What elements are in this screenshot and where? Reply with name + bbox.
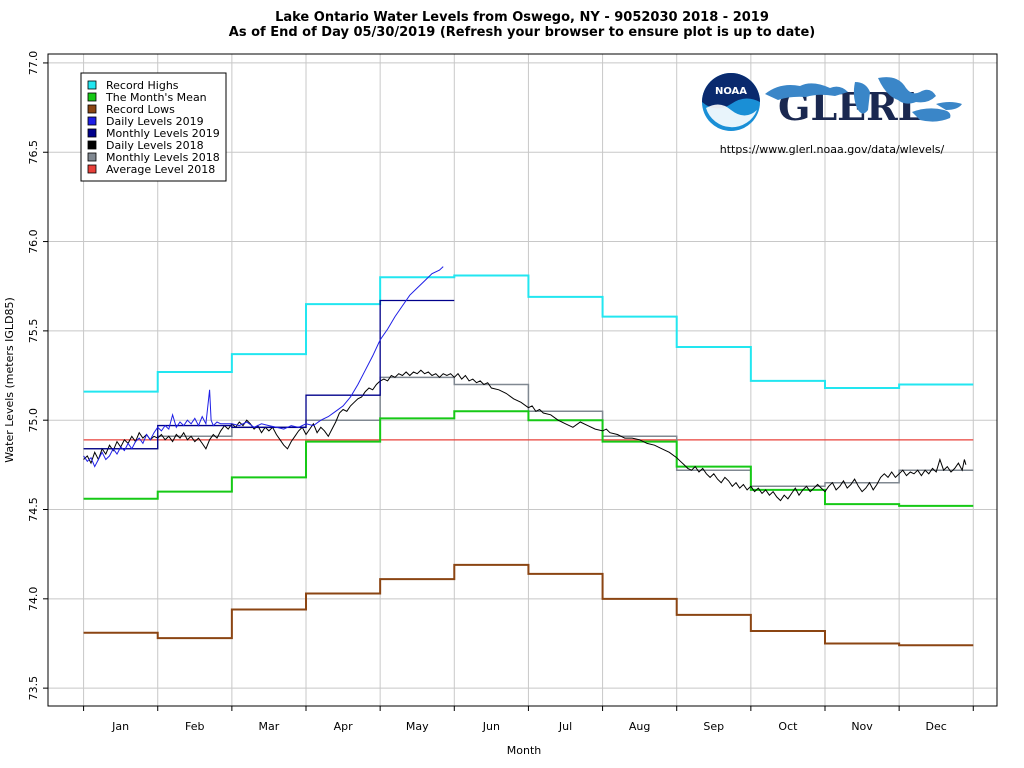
legend-box [80, 72, 227, 182]
legend-swatch-6 [87, 152, 97, 162]
legend-swatch-7 [87, 164, 97, 174]
legend-swatch-5 [87, 140, 97, 150]
y-tick-label-3: 75.0 [27, 408, 40, 433]
y-axis-label: Water Levels (meters IGLD85) [3, 297, 16, 463]
legend-label-2: Record Lows [106, 103, 175, 116]
x-tick-label-dec: Dec [926, 720, 947, 733]
legend-swatch-1 [87, 92, 97, 102]
x-tick-label-jul: Jul [558, 720, 572, 733]
x-tick-label-may: May [406, 720, 429, 733]
series-daily-levels-2019 [83, 266, 444, 468]
series-record-highs [83, 274, 974, 393]
legend-label-7: Average Level 2018 [106, 163, 215, 176]
series-monthly-levels-2019 [83, 299, 455, 450]
legend-swatch-2 [87, 104, 97, 114]
y-tick-label-4: 75.5 [27, 319, 40, 344]
y-tick-label-0: 73.5 [27, 676, 40, 701]
plot-frame [47, 53, 998, 707]
x-tick-label-oct: Oct [778, 720, 798, 733]
legend-swatch-3 [87, 116, 97, 126]
series-daily-levels-2018 [83, 369, 967, 502]
x-axis-label: Month [507, 744, 542, 757]
axis-ticks: 73.5 74.0 74.5 75.0 75.5 76.0 76.5 77.0 Jan Feb Ma… [27, 51, 974, 733]
x-tick-label-mar: Mar [259, 720, 280, 733]
x-tick-label-apr: Apr [334, 720, 354, 733]
source-url: https://www.glerl.noaa.gov/data/wlevels/ [720, 143, 945, 156]
legend-label-5: Daily Levels 2018 [106, 139, 204, 152]
legend-label-0: Record Highs [106, 79, 179, 92]
data-series [83, 266, 974, 647]
y-tick-label-5: 76.0 [27, 229, 40, 254]
legend-label-1: The Month's Mean [105, 91, 207, 104]
chart-title: Lake Ontario Water Levels from Oswego, N… [275, 10, 769, 25]
series-monthly-levels-2018 [83, 376, 974, 488]
x-tick-label-jun: Jun [482, 720, 500, 733]
series-record-lows [83, 563, 974, 647]
logo: NOAA GLERL https://www.glerl.noaa.gov/da… [702, 73, 962, 156]
y-tick-label-6: 76.5 [27, 140, 40, 165]
y-tick-label-2: 74.5 [27, 497, 40, 522]
noaa-logo-icon: NOAA [702, 73, 760, 131]
x-tick-label-sep: Sep [703, 720, 724, 733]
legend-label-4: Monthly Levels 2019 [106, 127, 220, 140]
x-tick-label-aug: Aug [629, 720, 650, 733]
y-tick-label-1: 74.0 [27, 587, 40, 612]
legend-swatch-0 [87, 80, 97, 90]
x-tick-label-nov: Nov [851, 720, 873, 733]
chart-subtitle: As of End of Day 05/30/2019 (Refresh you… [229, 25, 815, 40]
x-tick-label-feb: Feb [185, 720, 204, 733]
legend-label-3: Daily Levels 2019 [106, 115, 204, 128]
x-tick-label-jan: Jan [111, 720, 129, 733]
noaa-logo-text: NOAA [715, 86, 747, 97]
y-tick-label-7: 77.0 [27, 51, 40, 75]
legend-swatch-4 [87, 128, 97, 138]
great-lakes-map-icon [765, 77, 962, 122]
legend-label-6: Monthly Levels 2018 [106, 151, 220, 164]
